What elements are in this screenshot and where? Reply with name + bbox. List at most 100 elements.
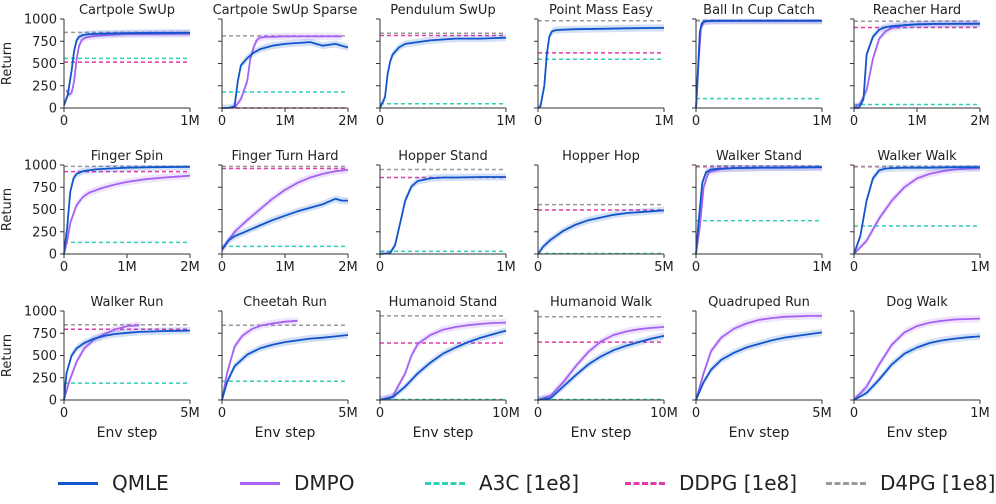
series-line-dmpo — [63, 174, 191, 255]
series-line-qmle — [695, 331, 823, 401]
y-tick-label: 750 — [32, 181, 57, 196]
series-line-qmle — [853, 166, 980, 255]
series-band-dmpo — [538, 323, 664, 400]
legend-swatch-ddpg — [625, 481, 665, 485]
chart-title: Humanoid Stand — [389, 295, 498, 310]
x-tick-label: 0 — [534, 114, 542, 129]
y-axis-label: Return — [0, 334, 15, 377]
series-band-qmle — [538, 332, 664, 400]
chart-panel-2: Cartpole SwUp Sparse 0 1M 2M — [213, 3, 358, 129]
chart-panel-11: Walker Stand 0 1M — [692, 149, 832, 275]
series-line-qmle — [379, 176, 506, 255]
series-line-dmpo — [695, 19, 822, 109]
series-line-qmle — [379, 36, 507, 109]
series-line-qmle — [222, 41, 349, 109]
series-line-qmle — [221, 334, 349, 401]
chart-title: Quadruped Run — [708, 295, 810, 310]
y-tick-label: 0 — [49, 248, 57, 263]
series-line-dmpo — [233, 35, 342, 109]
x-tick-label: 5M — [180, 406, 200, 421]
series-band-qmle — [696, 165, 822, 254]
chart-title: Hopper Stand — [398, 149, 488, 164]
x-axis-label: Env step — [571, 425, 632, 441]
series-band-qmle — [538, 24, 664, 108]
x-axis-label: Env step — [887, 425, 948, 441]
x-tick-label: 1M — [117, 260, 137, 275]
series-line-dmpo — [379, 321, 507, 401]
y-tick-label: 0 — [49, 394, 57, 409]
series-band-qmle — [538, 206, 664, 254]
x-tick-label: 0 — [218, 114, 226, 129]
series-line-qmle — [695, 19, 822, 109]
x-tick-label: 1M — [275, 114, 295, 129]
x-tick-label: 1M — [496, 260, 516, 275]
x-tick-label: 0 — [60, 114, 68, 129]
chart-title: Humanoid Walk — [550, 295, 652, 310]
x-tick-label: 0 — [376, 406, 384, 421]
legend-label-qmle: QMLE — [112, 471, 169, 495]
chart-panel-5: Ball In Cup Catch 0 1M — [692, 3, 832, 129]
y-tick-label: 250 — [32, 225, 57, 240]
chart-panel-12: Walker Walk 0 1M — [850, 149, 990, 275]
legend-label-d4pg: D4PG [1e8] — [880, 471, 996, 495]
chart-title: Finger Turn Hard — [232, 149, 339, 164]
legend-swatch-a3c — [425, 481, 465, 485]
series-line-qmle — [221, 197, 348, 251]
y-axis-label: Return — [0, 188, 15, 231]
series-line-dmpo — [537, 326, 665, 401]
x-tick-label: 1M — [654, 114, 674, 129]
y-tick-label: 1000 — [24, 305, 57, 320]
series-line-dmpo — [65, 32, 191, 96]
x-tick-label: 5M — [338, 406, 358, 421]
x-tick-label: 0 — [850, 406, 858, 421]
series-line-qmle — [537, 209, 665, 255]
legend-item-a3c: A3C [1e8] — [425, 463, 579, 503]
series-line-qmle — [853, 335, 981, 401]
series-band-qmle — [380, 327, 506, 400]
series-band-qmle — [696, 328, 822, 400]
legend-item-dmpo: DMPO — [240, 463, 354, 503]
x-tick-label: 0 — [218, 406, 226, 421]
x-tick-label: 5M — [654, 260, 674, 275]
y-tick-label: 0 — [49, 102, 57, 117]
x-tick-label: 1M — [907, 114, 927, 129]
x-tick-label: 0 — [60, 406, 68, 421]
y-tick-label: 250 — [32, 371, 57, 386]
x-tick-label: 0 — [218, 260, 226, 275]
series-band-qmle — [222, 195, 348, 254]
series-line-qmle — [379, 329, 507, 401]
series-band-qmle — [380, 173, 506, 254]
x-axis-label: Env step — [729, 425, 790, 441]
x-tick-label: 1M — [275, 260, 295, 275]
y-tick-label: 500 — [32, 203, 57, 218]
y-axis-label: Return — [0, 42, 15, 85]
series-line-dmpo — [695, 314, 822, 401]
y-tick-label: 500 — [32, 57, 57, 72]
y-tick-label: 250 — [32, 79, 57, 94]
chart-panel-7: Finger Spin 0 1M 2M 0 250 500 750 1000 Return — [0, 149, 200, 275]
chart-title: Point Mass Easy — [549, 3, 653, 18]
series-line-qmle — [63, 31, 190, 106]
series-line-dmpo — [221, 169, 349, 251]
x-tick-label: 0 — [376, 114, 384, 129]
chart-title: Dog Walk — [886, 295, 948, 310]
series-band-dmpo — [66, 30, 190, 99]
legend-swatch-d4pg — [826, 481, 866, 485]
series-band-dmpo — [696, 165, 822, 254]
legend-label-dmpo: DMPO — [294, 471, 355, 495]
series-line-dmpo — [221, 319, 298, 401]
x-tick-label: 1M — [812, 260, 832, 275]
chart-panel-15: Humanoid Stand 0 10M Env step — [376, 295, 520, 441]
legend-swatch-dmpo — [240, 481, 280, 485]
x-axis-label: Env step — [413, 425, 474, 441]
chart-panel-10: Hopper Hop 0 5M — [534, 149, 674, 275]
chart-title: Walker Run — [90, 295, 163, 310]
series-band-dmpo — [854, 19, 980, 108]
series-band-qmle — [696, 19, 822, 108]
x-tick-label: 10M — [650, 406, 678, 421]
chart-panel-14: Cheetah Run 0 5M Env step — [218, 295, 358, 441]
series-band-qmle — [380, 34, 506, 108]
x-axis-label: Env step — [255, 425, 316, 441]
x-tick-label: 2M — [338, 260, 358, 275]
x-tick-label: 1M — [970, 406, 990, 421]
